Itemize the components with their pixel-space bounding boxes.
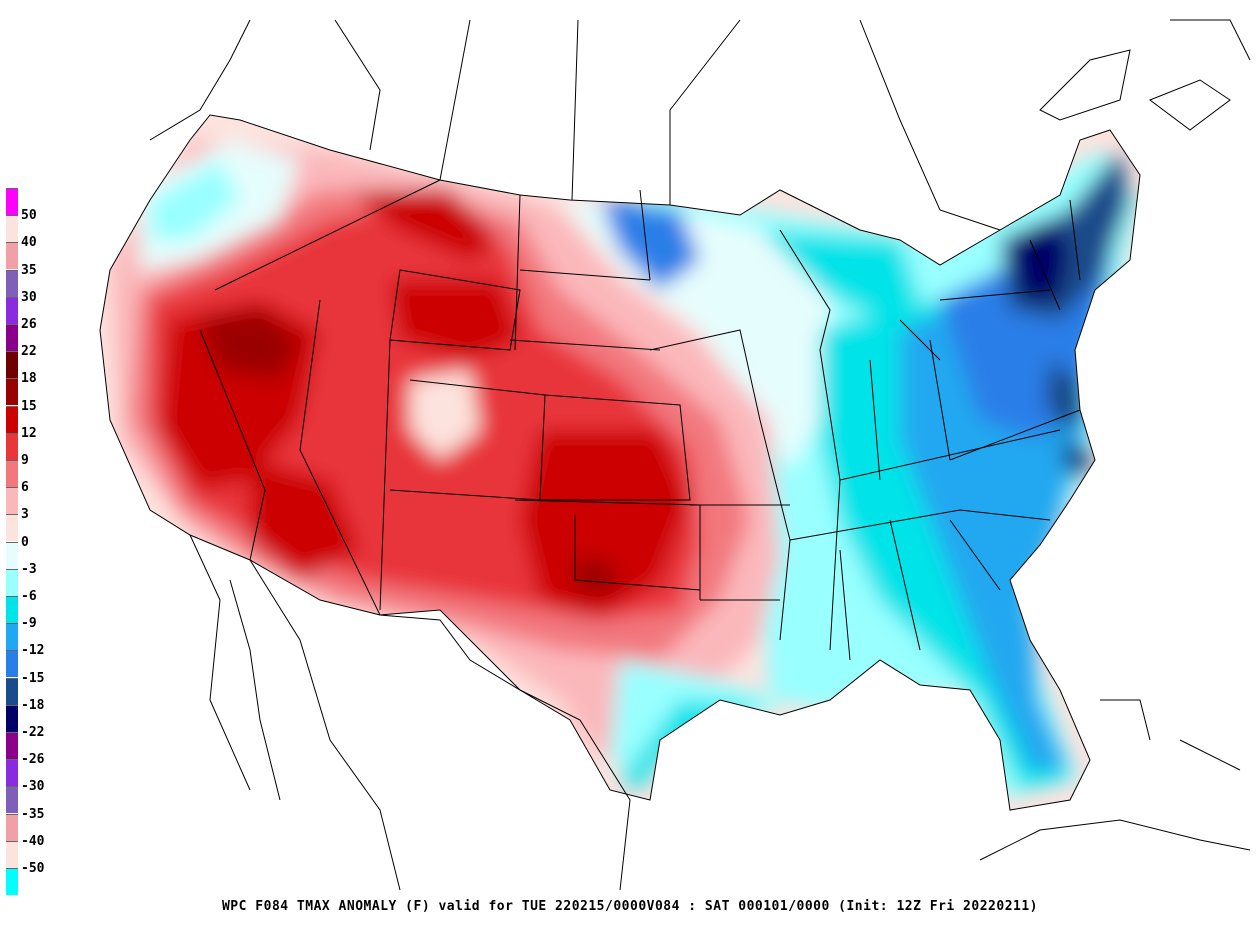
legend-swatch bbox=[6, 650, 18, 678]
legend-label: -35 bbox=[21, 806, 45, 822]
legend-label: -3 bbox=[21, 561, 37, 577]
legend-swatch bbox=[6, 188, 18, 215]
legend-swatch bbox=[6, 840, 18, 868]
legend-swatch bbox=[6, 432, 18, 460]
legend-swatch bbox=[6, 541, 18, 569]
legend-label: 50 bbox=[21, 208, 37, 224]
anomaly-map bbox=[99, 19, 1251, 891]
legend-swatch bbox=[6, 460, 18, 487]
legend-label: 18 bbox=[21, 371, 37, 387]
legend-label: -40 bbox=[21, 833, 45, 849]
map-caption: WPC F084 TMAX ANOMALY (F) valid for TUE … bbox=[221, 899, 1038, 914]
map-borders bbox=[99, 19, 1251, 891]
legend-label: -9 bbox=[21, 616, 37, 632]
legend-swatch bbox=[6, 759, 18, 787]
legend-swatch bbox=[6, 677, 18, 705]
legend-swatch bbox=[6, 786, 18, 814]
legend-label: 12 bbox=[21, 425, 37, 441]
legend-swatch bbox=[6, 269, 18, 297]
legend-label: 0 bbox=[21, 534, 29, 550]
legend-label: -26 bbox=[21, 752, 45, 768]
legend-label: 15 bbox=[21, 398, 37, 414]
legend-label: 3 bbox=[21, 507, 29, 523]
legend-label: -15 bbox=[21, 670, 45, 686]
legend-swatch bbox=[6, 215, 18, 243]
legend-swatch bbox=[6, 378, 18, 406]
legend-label: -6 bbox=[21, 589, 37, 604]
legend-label: -30 bbox=[21, 779, 45, 795]
legend-swatch bbox=[6, 487, 18, 515]
legend-swatch bbox=[6, 351, 18, 379]
legend-label: -50 bbox=[21, 861, 45, 876]
legend-swatch bbox=[6, 405, 18, 433]
legend-swatch bbox=[6, 324, 18, 351]
legend-swatch bbox=[6, 868, 18, 895]
legend-label: -18 bbox=[21, 697, 45, 713]
legend-swatch bbox=[6, 242, 18, 270]
legend-label: -12 bbox=[21, 643, 45, 659]
anomaly-fill bbox=[100, 115, 1140, 810]
legend-label: -22 bbox=[21, 725, 45, 740]
legend-swatch bbox=[6, 623, 18, 651]
legend-swatch bbox=[6, 813, 18, 841]
legend-label: 35 bbox=[21, 262, 37, 278]
legend-swatch bbox=[6, 732, 18, 759]
legend-label: 9 bbox=[21, 453, 29, 468]
legend-swatch bbox=[6, 296, 18, 324]
legend-label: 26 bbox=[21, 317, 37, 332]
legend-label: 40 bbox=[21, 235, 37, 251]
legend-label: 22 bbox=[21, 344, 37, 360]
legend-swatch bbox=[6, 596, 18, 623]
legend-swatch bbox=[6, 514, 18, 542]
legend-swatch bbox=[6, 704, 18, 732]
legend-label: 30 bbox=[21, 289, 37, 305]
map-svg bbox=[99, 19, 1251, 891]
legend-swatch bbox=[6, 568, 18, 596]
legend-label: 6 bbox=[21, 480, 29, 496]
